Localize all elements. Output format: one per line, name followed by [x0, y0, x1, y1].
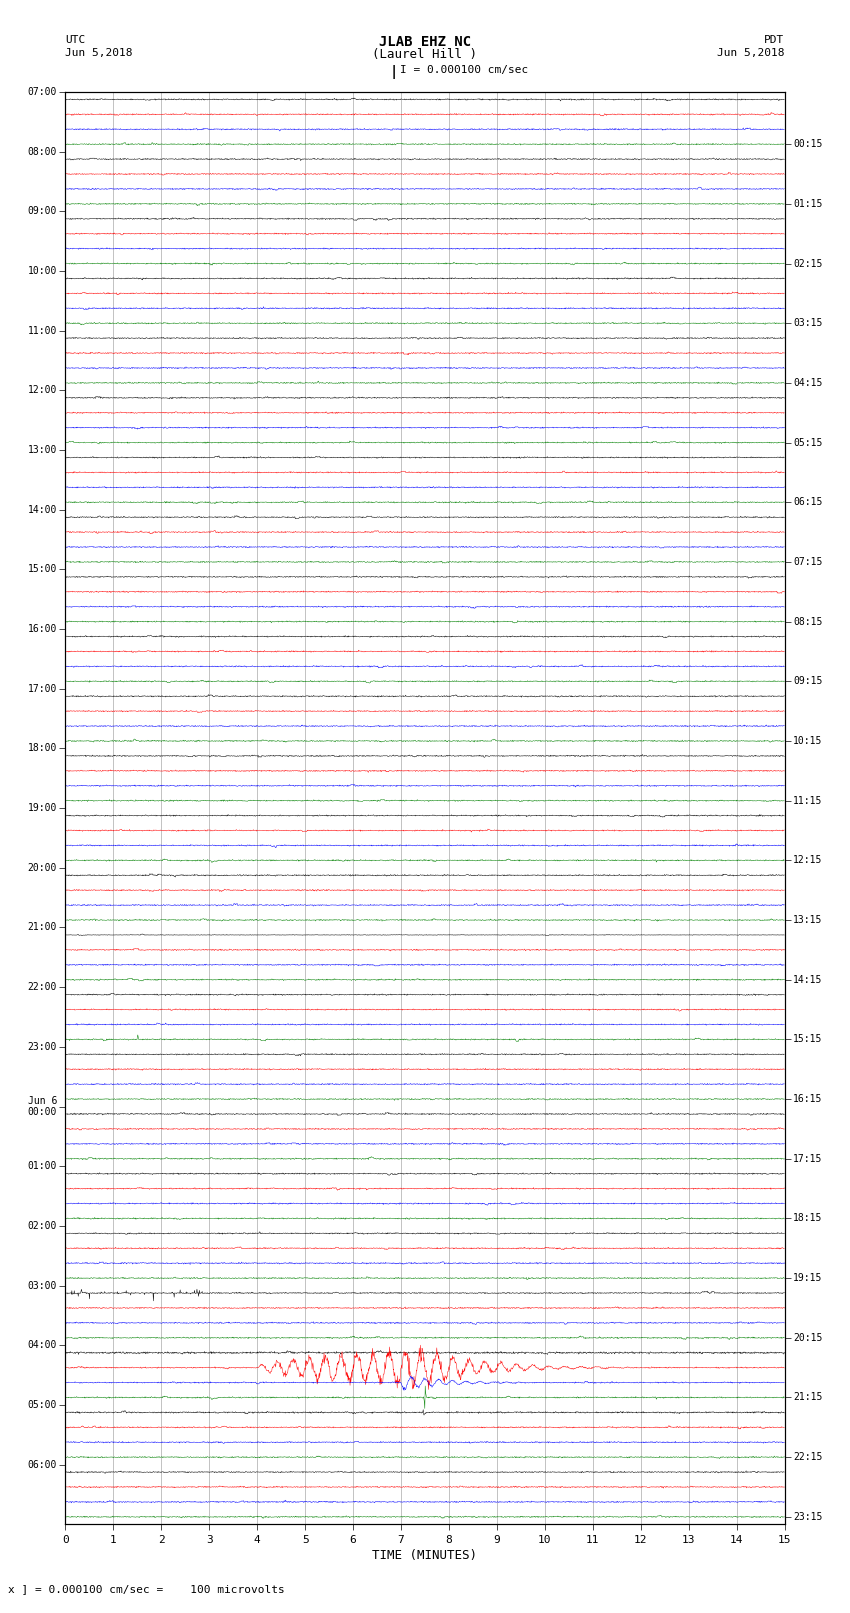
Text: PDT: PDT	[764, 35, 785, 45]
Text: (Laurel Hill ): (Laurel Hill )	[372, 48, 478, 61]
Text: I = 0.000100 cm/sec: I = 0.000100 cm/sec	[400, 65, 528, 74]
Text: x ] = 0.000100 cm/sec =    100 microvolts: x ] = 0.000100 cm/sec = 100 microvolts	[8, 1584, 286, 1594]
X-axis label: TIME (MINUTES): TIME (MINUTES)	[372, 1548, 478, 1561]
Text: UTC: UTC	[65, 35, 86, 45]
Text: JLAB EHZ NC: JLAB EHZ NC	[379, 35, 471, 50]
Text: Jun 5,2018: Jun 5,2018	[65, 48, 133, 58]
Text: |: |	[389, 65, 398, 79]
Text: Jun 5,2018: Jun 5,2018	[717, 48, 785, 58]
